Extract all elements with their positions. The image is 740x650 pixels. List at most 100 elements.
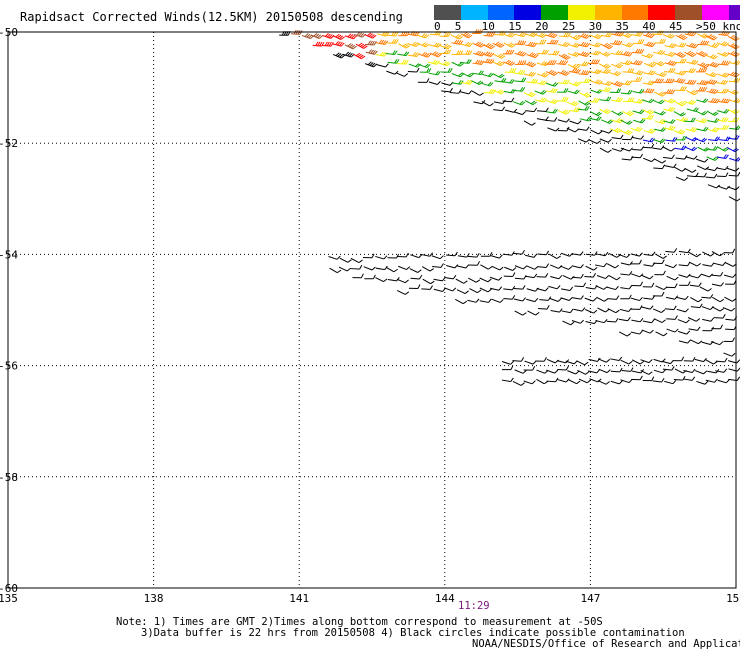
chart-title: Rapidsact Corrected Winds(12.5KM) 201505…	[20, 10, 403, 24]
wind-barb	[678, 248, 691, 254]
wind-barb	[571, 251, 584, 256]
wind-barb	[675, 33, 688, 41]
wind-barb	[610, 356, 623, 362]
wind-barb	[550, 275, 563, 280]
wind-barb	[655, 331, 668, 337]
wind-barb	[640, 359, 653, 364]
wind-barb	[467, 252, 480, 258]
wind-barb	[589, 33, 602, 40]
wind-barb	[611, 134, 624, 140]
wind-barb	[502, 251, 515, 256]
wind-barb	[375, 255, 388, 260]
wind-barb	[674, 145, 687, 151]
wind-barb	[525, 273, 538, 279]
swath-time-label: 11:29	[458, 600, 490, 612]
wind-barb	[711, 282, 725, 287]
wind-barb	[422, 278, 435, 285]
wind-barb	[365, 49, 378, 55]
wind-barb	[600, 80, 613, 86]
wind-barb	[653, 110, 666, 116]
wind-barb	[610, 367, 623, 373]
wind-barb	[421, 285, 433, 290]
wind-barb	[523, 61, 537, 68]
wind-barb	[675, 86, 687, 92]
wind-barb	[695, 86, 708, 92]
wind-barb	[567, 63, 581, 70]
wind-barb	[652, 291, 665, 297]
wind-barb	[727, 43, 740, 50]
wind-barb	[620, 89, 633, 95]
wind-barb	[588, 369, 601, 374]
wind-barb	[467, 298, 480, 303]
wind-barb	[725, 280, 737, 285]
wind-barb	[438, 60, 451, 67]
y-tick-label: -56	[0, 360, 18, 373]
wind-barb	[600, 129, 613, 134]
wind-barb	[665, 283, 678, 289]
wind-barb	[723, 337, 736, 343]
wind-barb	[707, 97, 720, 104]
wind-barb	[556, 59, 569, 66]
wind-barb	[524, 100, 537, 106]
wind-barb	[513, 100, 526, 106]
wind-barb	[418, 63, 431, 69]
legend-tick-label: 40	[642, 20, 656, 33]
wind-barb	[663, 98, 676, 104]
wind-barb	[322, 32, 335, 39]
legend-swatch	[728, 5, 740, 20]
wind-barb	[654, 270, 666, 276]
wind-barb	[353, 52, 366, 60]
wind-barb	[611, 97, 624, 103]
wind-barb	[578, 378, 591, 384]
wind-barb	[548, 285, 561, 290]
wind-barb	[444, 274, 457, 280]
wind-barb	[568, 81, 581, 87]
wind-barb	[717, 185, 730, 190]
wind-barb	[717, 124, 729, 130]
plot-frame	[7, 31, 737, 589]
wind-barb	[672, 356, 685, 362]
wind-barb	[469, 288, 482, 294]
wind-barb	[727, 108, 740, 115]
wind-barb	[493, 53, 506, 59]
wind-barb	[717, 88, 729, 94]
wind-barb	[655, 285, 668, 291]
wind-barb	[568, 42, 581, 48]
wind-barb	[490, 254, 503, 259]
wind-barb	[449, 89, 462, 94]
wind-barb	[652, 60, 666, 67]
wind-barb	[716, 165, 729, 171]
wind-barb	[446, 251, 458, 257]
wind-barb	[523, 380, 536, 385]
wind-barb	[329, 267, 342, 274]
wind-barb	[631, 375, 643, 381]
wind-barb	[492, 73, 505, 79]
wind-barb	[706, 110, 719, 116]
wind-barb	[502, 49, 515, 55]
wind-barb	[620, 271, 633, 276]
wind-barb	[695, 67, 708, 73]
wind-barb	[653, 369, 666, 374]
wind-barb	[557, 41, 570, 48]
wind-barb	[514, 310, 527, 316]
wind-barb	[479, 277, 492, 283]
wind-barb	[566, 100, 579, 107]
wind-barb	[673, 129, 686, 135]
wind-barb	[526, 265, 539, 270]
wind-barb	[514, 40, 527, 46]
wind-barb	[455, 298, 468, 305]
wind-barb	[633, 118, 646, 124]
wind-barb	[618, 316, 631, 322]
wind-barb	[397, 51, 410, 57]
wind-barb	[621, 135, 634, 141]
wind-barb	[513, 111, 526, 116]
wind-barb	[571, 264, 584, 269]
wind-barb	[688, 261, 701, 267]
wind-barb	[513, 86, 526, 92]
wind-barb	[460, 41, 473, 48]
wind-barb	[588, 139, 601, 144]
wind-barb	[558, 53, 571, 60]
wind-barb	[589, 42, 602, 48]
wind-barb	[606, 263, 620, 269]
wind-barb	[675, 155, 688, 160]
